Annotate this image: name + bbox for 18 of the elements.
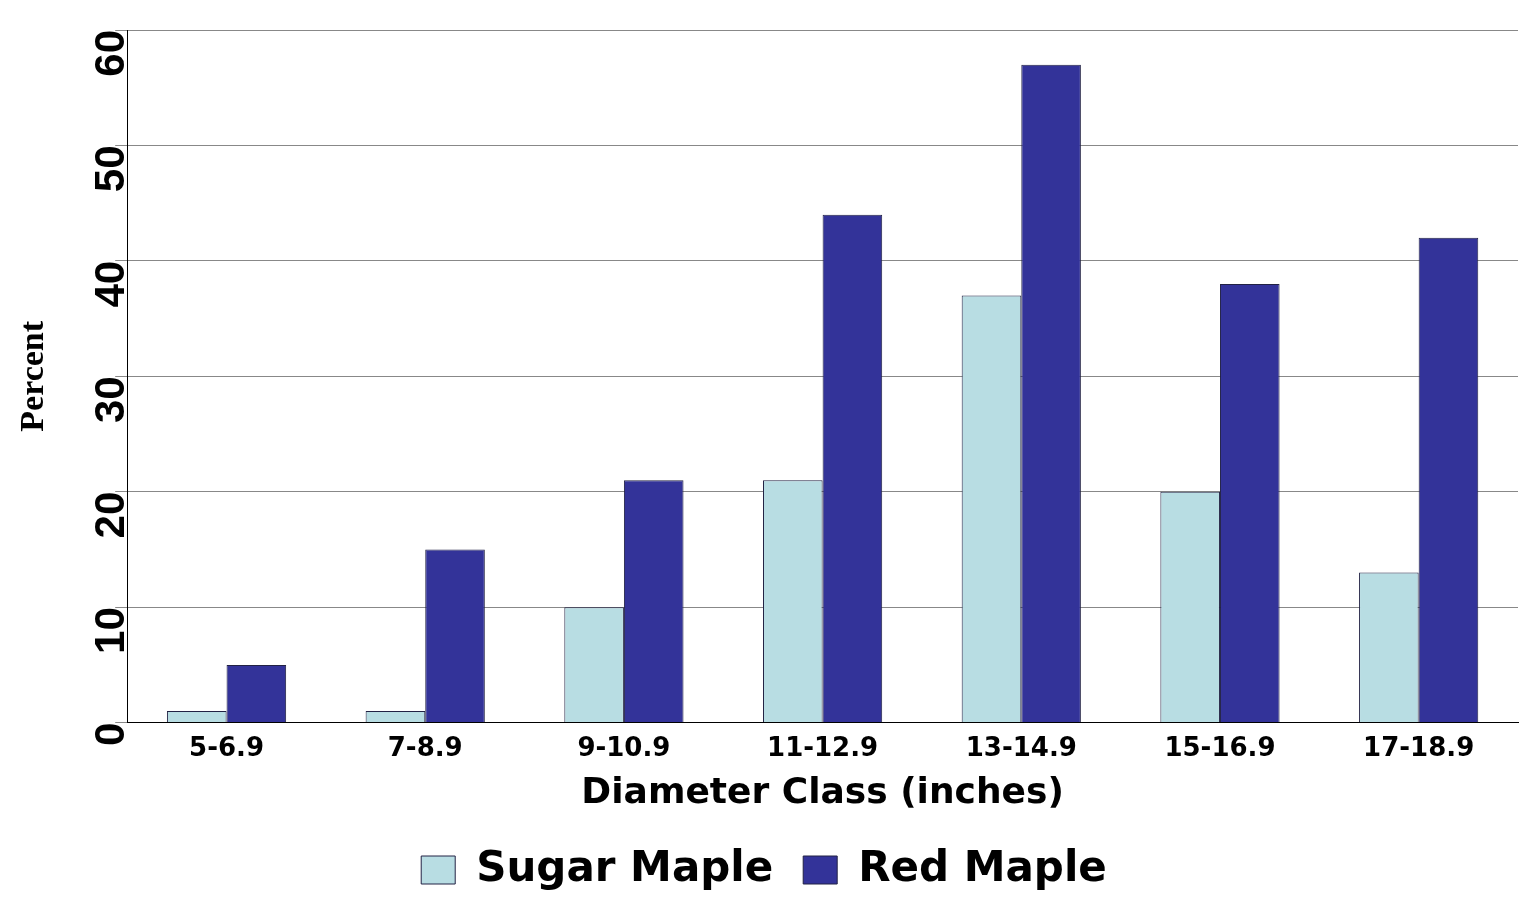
y-tick-label: 20 [85,491,133,539]
x-tick-label: 13-14.9 [965,731,1077,762]
x-tick-label: 15-16.9 [1164,731,1276,762]
y-tick-label: 0 [85,722,133,746]
y-tick-label: 10 [85,607,133,654]
x-tick-label: 17-18.9 [1363,731,1475,762]
y-tick-label: 30 [85,376,133,424]
y-axis-title: Percent [13,320,51,432]
legend-label: Red Maple [858,841,1107,891]
x-tick-label: 5-6.9 [189,731,265,762]
x-tick-label: 11-12.9 [767,731,879,762]
x-tick-label: 9-10.9 [577,731,671,762]
x-tick-label: 7-8.9 [387,731,463,762]
y-tick-label: 40 [85,260,133,308]
y-tick-label: 50 [85,145,133,193]
legend-label: Sugar Maple [476,841,774,891]
y-tick-label: 60 [85,30,133,77]
x-axis-title: Diameter Class (inches) [581,769,1064,811]
